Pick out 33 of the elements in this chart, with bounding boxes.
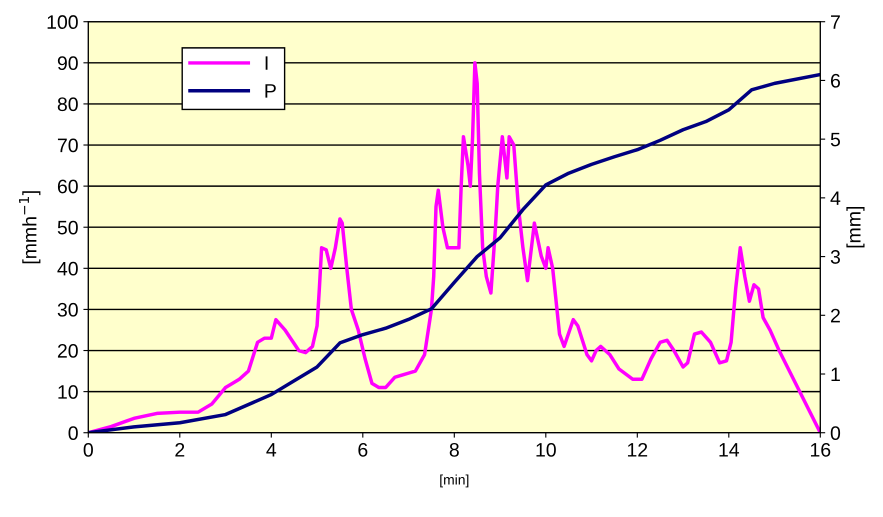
legend-label: P (265, 84, 276, 98)
y2-tick-label: 2 (831, 308, 840, 322)
y-tick-label: 10 (58, 385, 78, 399)
y2-tick-label: 1 (832, 368, 840, 382)
y-tick-label: 100 (48, 15, 78, 29)
y2-tick-label: 4 (830, 192, 840, 205)
x-tick-label: 6 (358, 442, 368, 457)
x-tick-label: 2 (175, 442, 184, 457)
y-tick-label: 70 (58, 138, 78, 152)
y-tick-label: 60 (58, 180, 78, 194)
y2-tick-label: 6 (831, 74, 840, 88)
x-tick-label: 10 (536, 442, 556, 457)
y-tick-label: 90 (58, 56, 78, 70)
x-axis-title: [min] (440, 474, 468, 488)
y-tick-label: 0 (68, 426, 78, 440)
x-tick-label: 8 (450, 442, 459, 457)
y2-axis-title: [mm] (846, 207, 865, 248)
x-tick-label: 16 (810, 442, 830, 457)
x-tick-label: 0 (84, 442, 93, 457)
y-tick-label: 20 (58, 344, 78, 358)
x-tick-label: 12 (628, 442, 648, 457)
y2-tick-label: 5 (830, 132, 840, 146)
y-tick-label: 80 (58, 97, 78, 112)
y2-tick-label: 3 (830, 250, 840, 264)
y-axis-title: [mmh$^{−1}$] (19, 191, 40, 264)
y2-tick-label: 7 (831, 15, 840, 29)
y2-tick-label: 0 (830, 426, 840, 440)
y-tick-label: 30 (58, 302, 78, 317)
y-tick-label: 40 (57, 262, 78, 276)
legend-label: I (266, 56, 268, 70)
x-tick-label: 4 (266, 443, 276, 457)
y-tick-label: 50 (58, 220, 78, 234)
x-tick-label: 14 (719, 443, 740, 457)
